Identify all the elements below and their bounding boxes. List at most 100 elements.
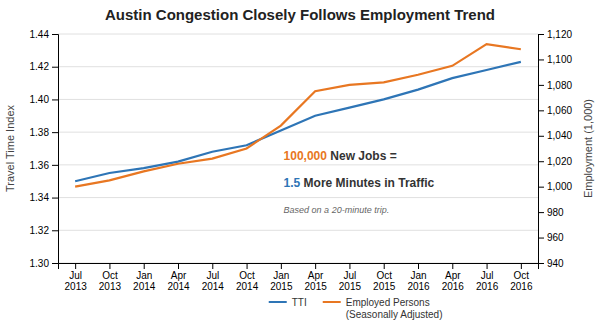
x-tick: Jan2016 xyxy=(407,263,430,292)
grid xyxy=(58,34,538,263)
x-tick-mark xyxy=(521,263,522,269)
x-tick: Jul2013 xyxy=(65,263,88,292)
x-tick-label: Jan2014 xyxy=(133,270,156,292)
grid-line xyxy=(58,230,538,231)
y-tick-label: 1.42 xyxy=(30,61,50,72)
y-tick-label: 1.32 xyxy=(30,225,50,236)
x-tick: Oct2016 xyxy=(510,263,533,292)
x-tick-label: Jan2016 xyxy=(407,270,430,292)
y2-tick-label: 940 xyxy=(547,258,564,269)
grid-line xyxy=(58,34,538,35)
x-tick: Jan2015 xyxy=(270,263,293,292)
x-tick-mark xyxy=(349,263,350,269)
marks xyxy=(75,44,521,186)
y2-tick-mark xyxy=(538,34,544,35)
x-tick-mark xyxy=(384,263,385,269)
y2-tick-mark xyxy=(538,161,544,162)
x-tick-label: Jan2015 xyxy=(270,270,293,292)
y-tick: 1.30 xyxy=(30,258,58,269)
y2-tick-label: 980 xyxy=(547,207,564,218)
x-tick-mark xyxy=(487,263,488,269)
x-tick-mark xyxy=(212,263,213,269)
x-tick-label: Oct2014 xyxy=(236,270,259,292)
annotation: 100,000 New Jobs = xyxy=(284,149,397,163)
y-tick-mark xyxy=(52,34,58,35)
x-tick: Oct2014 xyxy=(236,263,259,292)
x-tick-label: Apr2015 xyxy=(305,270,328,292)
series-line xyxy=(75,44,521,186)
y-tick-mark xyxy=(52,198,58,199)
x-tick: Apr2015 xyxy=(305,263,328,292)
grid-line xyxy=(58,66,538,67)
x-tick-label: Apr2014 xyxy=(167,270,190,292)
y-axis: 1.301.321.341.361.381.401.421.44 xyxy=(30,29,59,269)
y2-tick-label: 1,040 xyxy=(547,130,572,141)
x-tick: Jul2014 xyxy=(202,263,225,292)
y2-tick-mark xyxy=(538,238,544,239)
x-axis: Jul2013 Oct2013 Jan2014 Apr2014 Jul2014 Oct20… xyxy=(59,263,539,292)
x-tick: Apr2016 xyxy=(442,263,465,292)
x-tick: Oct2013 xyxy=(99,263,122,292)
y-tick-label: 1.38 xyxy=(30,127,50,138)
y2-tick-mark xyxy=(538,110,544,111)
y2-tick: 1,040 xyxy=(538,130,572,141)
x-tick-mark xyxy=(178,263,179,269)
title: Austin Congestion Closely Follows Employ… xyxy=(105,6,495,23)
y-tick-label: 1.44 xyxy=(30,29,50,40)
y-tick: 1.34 xyxy=(30,192,58,203)
x-tick-label: Jul2014 xyxy=(202,270,225,292)
x-tick: Oct2015 xyxy=(373,263,396,292)
x-tick-mark xyxy=(418,263,419,269)
y2-tick-mark xyxy=(538,85,544,86)
grid-line xyxy=(58,197,538,198)
y2-tick-mark xyxy=(538,263,544,264)
plot: Jul2013 Oct2013 Jan2014 Apr2014 Jul2014 Oct20… xyxy=(30,29,573,292)
legend-label: TTI xyxy=(292,297,307,308)
x-tick-mark xyxy=(247,263,248,269)
x-tick: Jul2016 xyxy=(476,263,499,292)
x-tick-label: Oct2015 xyxy=(373,270,396,292)
x-tick-mark xyxy=(75,263,76,269)
y-tick-label: 1.40 xyxy=(30,94,50,105)
annotations: 100,000 New Jobs = 1.5 More Minutes in Tr… xyxy=(284,149,435,215)
y2-tick: 1,080 xyxy=(538,80,572,91)
y2-tick-mark xyxy=(538,187,544,188)
x-tick-label: Oct2016 xyxy=(510,270,533,292)
x-tick-label: Apr2016 xyxy=(442,270,465,292)
y-tick-label: 1.30 xyxy=(30,258,50,269)
annotation-part: More Minutes in Traffic xyxy=(300,176,434,190)
legend-swatch xyxy=(269,301,287,303)
x-tick-mark xyxy=(144,263,145,269)
annotation: 1.5 More Minutes in Traffic xyxy=(284,176,435,190)
annotation-part: 100,000 xyxy=(284,149,328,163)
grid-line xyxy=(58,132,538,133)
y2-tick-label: 1,060 xyxy=(547,105,572,116)
y-axis-title: Travel Time Index xyxy=(4,104,16,192)
y-tick-mark xyxy=(52,263,58,264)
annotation-part: 1.5 xyxy=(284,176,301,190)
legend-item: TTI xyxy=(269,297,307,308)
y2-axis-title: Employment (1,000) xyxy=(582,99,594,198)
annotation-part: New Jobs = xyxy=(327,149,397,163)
y2-tick: 1,000 xyxy=(538,181,572,192)
y2-axis: 9409609801,0001,0201,0401,0601,0801,1001… xyxy=(538,29,572,269)
legend-item: Employed Persons(Seasonally Adjusted) xyxy=(323,297,443,320)
x-tick: Jul2015 xyxy=(339,263,362,292)
y-tick: 1.38 xyxy=(30,127,58,138)
y2-tick-label: 960 xyxy=(547,232,564,243)
x-tick-label: Jul2013 xyxy=(65,270,88,292)
x-tick-mark xyxy=(315,263,316,269)
x-tick-mark xyxy=(452,263,453,269)
grid-line xyxy=(58,99,538,100)
y-tick: 1.44 xyxy=(30,29,58,40)
y-tick-label: 1.34 xyxy=(30,192,50,203)
y2-tick: 1,060 xyxy=(538,105,572,116)
x-tick: Apr2014 xyxy=(167,263,190,292)
series-line xyxy=(75,62,521,181)
x-tick: Jan2014 xyxy=(133,263,156,292)
y2-tick-label: 1,000 xyxy=(547,181,572,192)
y2-tick-label: 1,080 xyxy=(547,80,572,91)
y2-tick-mark xyxy=(538,136,544,137)
y2-tick-label: 1,100 xyxy=(547,54,572,65)
y2-tick: 940 xyxy=(538,258,564,269)
